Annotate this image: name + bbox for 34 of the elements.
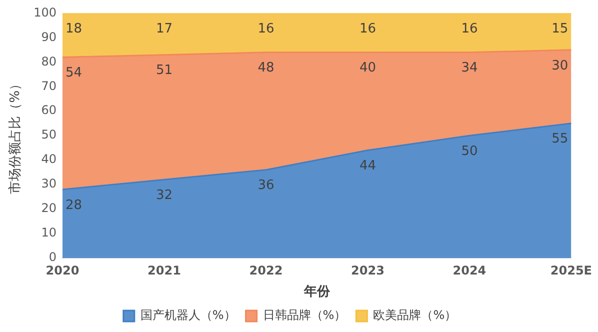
y-tick-label: 60 [41,103,57,118]
data-label: 28 [66,198,82,213]
x-tick-label: 2021 [148,263,181,278]
y-tick-label: 20 [41,201,57,216]
data-label: 44 [359,158,376,174]
x-axis-title: 年份 [302,284,331,300]
data-label: 32 [156,188,173,204]
legend-label: 欧美品牌（%） [373,308,457,322]
data-label: 51 [156,63,173,78]
data-label: 50 [461,144,478,159]
x-tick-label: 2022 [249,263,283,278]
y-tick-label: 30 [41,176,57,191]
y-tick-label: 10 [41,226,57,240]
x-tick-label: 2020 [46,263,80,278]
y-tick-label: 40 [41,152,57,166]
data-label: 30 [552,58,568,74]
legend-label: 日韩品牌（%） [262,308,346,322]
data-label: 54 [66,66,82,81]
x-tick-label: 2024 [452,263,486,278]
data-label: 40 [359,60,376,76]
data-label: 48 [258,60,274,76]
x-tick-label: 2025E [550,263,592,278]
y-tick-label: 0 [48,250,57,264]
x-tick-label: 2023 [351,263,384,278]
legend-label: 国产机器人（%） [140,308,236,322]
y-tick-label: 80 [41,54,57,68]
data-label: 55 [552,132,568,147]
y-tick-label: 70 [41,78,57,93]
data-label: 36 [258,178,274,194]
y-axis-title: 市场份额占比（%） [8,77,24,194]
y-tick-label: 100 [34,5,57,20]
y-tick-label: 50 [41,128,57,142]
data-label: 34 [461,60,478,76]
y-tick-label: 90 [41,30,57,44]
